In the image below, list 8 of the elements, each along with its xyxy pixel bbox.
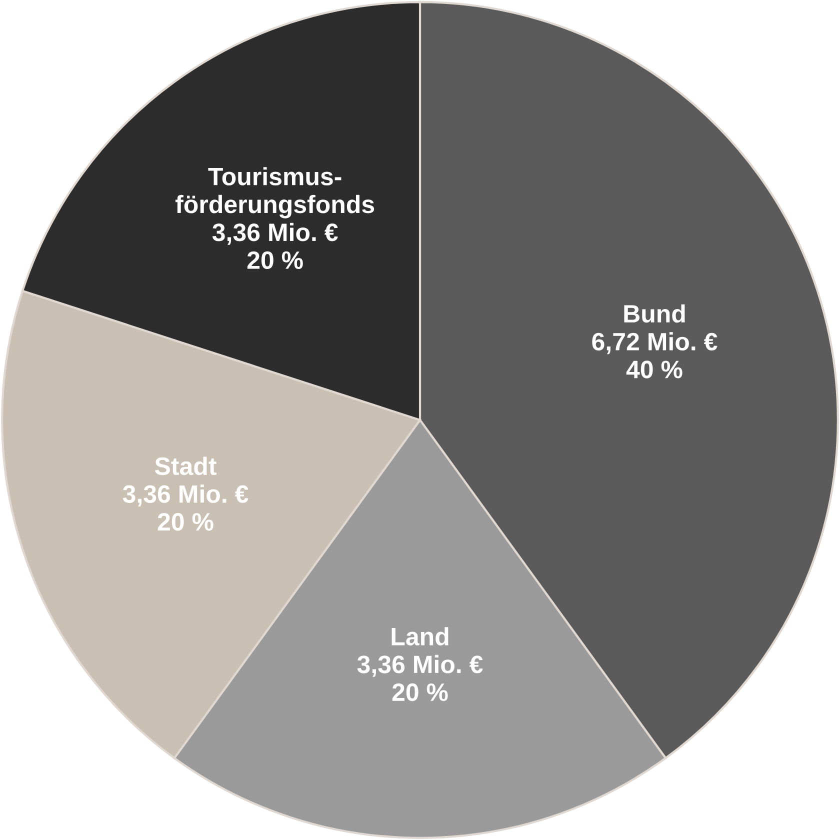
- data-label: 3,36 Mio. € 20 %: [357, 654, 483, 702]
- slice-label: Tourismus- förderungsfonds: [176, 167, 374, 218]
- data-label: 3,36 Mio. € 20 %: [122, 484, 248, 531]
- slice-label: Bund: [624, 304, 685, 323]
- slice-label: Land: [392, 627, 448, 646]
- data-label: 3,36 Mio. € 20 %: [212, 222, 338, 270]
- slice-label: Stadt: [154, 456, 216, 476]
- data-label: 6,72 Mio. € 40 %: [592, 332, 718, 378]
